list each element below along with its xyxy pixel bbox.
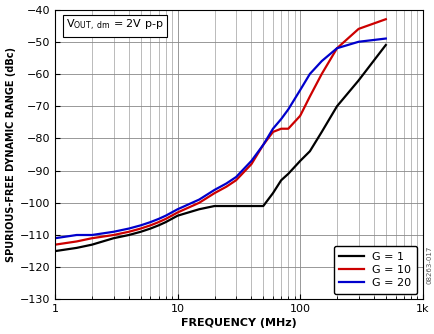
G = 1 [306,149,312,153]
G = 20 [211,188,217,192]
Line: G = 10: G = 10 [55,19,385,245]
G = 1 [223,204,228,208]
G = 20 [334,46,339,50]
G = 10 [156,220,161,224]
G = 1 [126,233,131,237]
G = 1 [260,204,265,208]
Line: G = 20: G = 20 [55,38,385,238]
G = 10 [211,191,217,195]
G = 20 [174,207,180,211]
Legend: G = 1, G = 10, G = 20: G = 1, G = 10, G = 20 [333,246,416,294]
G = 10 [196,201,201,205]
G = 10 [89,236,94,240]
G = 1 [148,226,153,230]
G = 20 [53,236,58,240]
G = 10 [306,95,312,99]
G = 1 [74,246,79,250]
G = 10 [334,46,339,50]
G = 10 [248,162,253,166]
G = 1 [233,204,238,208]
G = 1 [278,178,283,182]
G = 20 [355,40,360,44]
G = 10 [285,127,290,131]
G = 10 [297,114,302,118]
G = 10 [126,230,131,234]
G = 1 [248,204,253,208]
G = 20 [196,198,201,202]
G = 10 [355,27,360,31]
X-axis label: FREQUENCY (MHz): FREQUENCY (MHz) [181,318,296,328]
G = 1 [270,191,275,195]
G = 20 [285,108,290,112]
G = 10 [260,143,265,147]
G = 1 [355,78,360,82]
Y-axis label: SPURIOUS-FREE DYNAMIC RANGE (dBc): SPURIOUS-FREE DYNAMIC RANGE (dBc) [6,47,16,262]
G = 20 [306,72,312,76]
G = 10 [138,226,143,230]
G = 20 [163,214,168,218]
G = 20 [156,217,161,221]
G = 20 [148,220,153,224]
G = 10 [163,217,168,221]
G = 20 [89,233,94,237]
G = 1 [89,243,94,247]
G = 10 [174,210,180,214]
G = 20 [319,59,324,63]
G = 1 [382,43,388,47]
G = 1 [111,236,116,240]
G = 1 [285,172,290,176]
G = 20 [74,233,79,237]
G = 10 [148,223,153,227]
G = 1 [319,130,324,134]
G = 1 [196,207,201,211]
G = 20 [248,159,253,163]
Line: G = 1: G = 1 [55,45,385,251]
G = 1 [174,214,180,218]
G = 20 [270,127,275,131]
G = 1 [163,220,168,224]
G = 20 [138,223,143,227]
G = 1 [334,104,339,108]
G = 20 [382,36,388,40]
G = 10 [278,127,283,131]
Text: $\mathsf{V_{OUT,\ dm}}$ = 2V p-p: $\mathsf{V_{OUT,\ dm}}$ = 2V p-p [66,18,163,33]
G = 20 [223,181,228,185]
G = 10 [233,178,238,182]
G = 20 [126,226,131,230]
G = 20 [233,175,238,179]
G = 10 [74,239,79,243]
Text: 08263-017: 08263-017 [426,245,432,284]
G = 1 [156,223,161,227]
G = 1 [138,230,143,234]
G = 10 [223,185,228,189]
G = 10 [111,233,116,237]
G = 20 [278,117,283,121]
G = 10 [382,17,388,21]
G = 10 [319,72,324,76]
G = 20 [297,88,302,92]
G = 1 [53,249,58,253]
G = 10 [270,130,275,134]
G = 10 [53,243,58,247]
G = 20 [111,230,116,234]
G = 1 [211,204,217,208]
G = 1 [297,159,302,163]
G = 20 [260,143,265,147]
